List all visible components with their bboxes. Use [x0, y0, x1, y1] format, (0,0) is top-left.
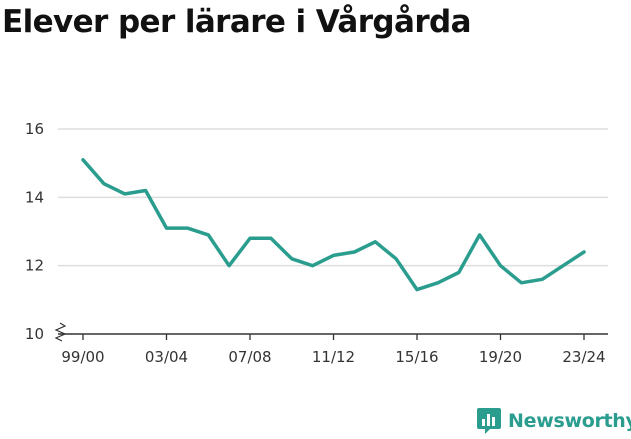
chart-title: Elever per lärare i Vårgårda	[2, 4, 472, 40]
brand-name: Newsworthy	[508, 410, 631, 432]
x-axis: 99/00 03/04 07/08 11/12 15/16 19/20 23/24	[58, 333, 608, 366]
newsworthy-icon	[477, 408, 501, 434]
y-tick-label: 16	[25, 120, 44, 138]
x-tick-label: 15/16	[395, 348, 438, 366]
y-axis-ticks: 10 12 14 16	[25, 120, 67, 343]
x-tick-label: 07/08	[228, 348, 271, 366]
y-tick-label: 12	[25, 257, 44, 275]
y-tick-label: 10	[25, 325, 44, 343]
x-tick-label: 99/00	[61, 348, 104, 366]
grid-lines	[58, 128, 608, 267]
y-tick-label: 14	[25, 188, 44, 206]
x-tick-label: 11/12	[312, 348, 355, 366]
axis-break-icon	[54, 322, 67, 342]
x-tick-label: 23/24	[562, 348, 605, 366]
x-tick-label: 03/04	[145, 348, 188, 366]
x-tick-label: 19/20	[479, 348, 522, 366]
newsworthy-logo: Newsworthy	[476, 407, 631, 435]
series-line	[81, 158, 586, 292]
series-group	[81, 158, 586, 292]
